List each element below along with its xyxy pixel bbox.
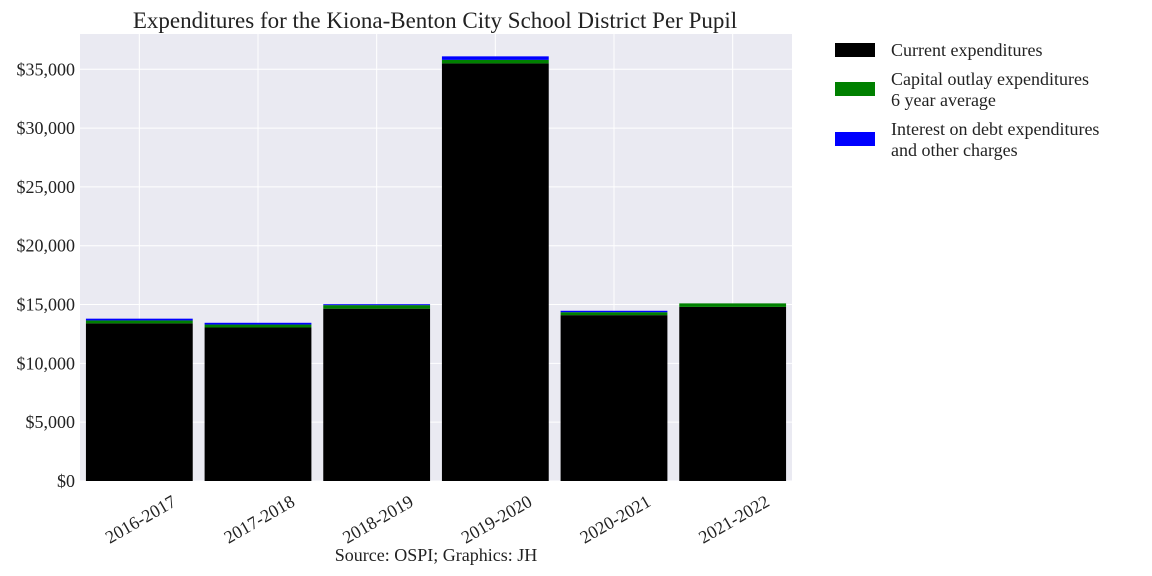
bar-segment-2-2019-2020 — [441, 59, 549, 64]
x-axis-ticks: 2016-2017 2017-2018 2018-2019 2019-2020 2020… — [102, 491, 773, 547]
y-tick-label: $30,000 — [17, 118, 76, 138]
legend-label: Interest on debt expenditures and other c… — [891, 119, 1099, 160]
bar-segment-3-2017-2018 — [204, 322, 312, 325]
bar-segment-2-2018-2019 — [323, 305, 431, 309]
y-tick-label: $20,000 — [17, 236, 76, 256]
legend-swatch — [835, 43, 875, 57]
legend-swatch — [835, 132, 875, 146]
bar-segment-2-2016-2017 — [85, 320, 193, 324]
legend-swatch — [835, 82, 875, 96]
legend-label: Capital outlay expenditures 6 year averag… — [891, 69, 1089, 110]
bar-segment-1-2021-2022 — [679, 306, 787, 481]
chart-title: Expenditures for the Kiona-Benton City S… — [133, 8, 737, 33]
bars — [85, 56, 787, 481]
source-caption: Source: OSPI; Graphics: JH — [335, 545, 537, 565]
y-tick-label: $10,000 — [17, 353, 76, 373]
y-tick-label: $5,000 — [26, 412, 76, 432]
bar-segment-2-2017-2018 — [204, 324, 312, 328]
x-tick-label: 2018-2019 — [339, 491, 417, 547]
plot-area — [80, 34, 792, 481]
bar-segment-3-2018-2019 — [323, 304, 431, 306]
bar-segment-1-2020-2021 — [560, 315, 668, 481]
bar-segment-2-2021-2022 — [679, 303, 787, 307]
bar-segment-3-2019-2020 — [441, 56, 549, 60]
bar-segment-1-2017-2018 — [204, 327, 312, 481]
x-tick-label: 2021-2022 — [695, 491, 773, 547]
y-tick-label: $25,000 — [17, 177, 76, 197]
bar-segment-3-2020-2021 — [560, 310, 668, 313]
x-tick-label: 2016-2017 — [102, 491, 180, 547]
bar-segment-1-2016-2017 — [85, 323, 193, 481]
bar-segment-1-2019-2020 — [441, 63, 549, 481]
bar-segment-2-2020-2021 — [560, 312, 668, 316]
bar-segment-3-2016-2017 — [85, 318, 193, 321]
y-axis-ticks: $0 $5,000 $10,000 $15,000 $20,000 $25,000 $30,… — [17, 59, 76, 491]
legend: Current expenditures Capital outlay expen… — [835, 40, 1099, 160]
y-tick-label: $35,000 — [17, 59, 76, 79]
legend-label: Current expenditures — [891, 40, 1042, 60]
x-tick-label: 2017-2018 — [220, 491, 298, 547]
y-tick-label: $15,000 — [17, 295, 76, 315]
x-tick-label: 2019-2020 — [458, 491, 536, 547]
bar-segment-1-2018-2019 — [323, 308, 431, 481]
x-tick-label: 2020-2021 — [576, 491, 654, 547]
y-tick-label: $0 — [57, 471, 75, 491]
